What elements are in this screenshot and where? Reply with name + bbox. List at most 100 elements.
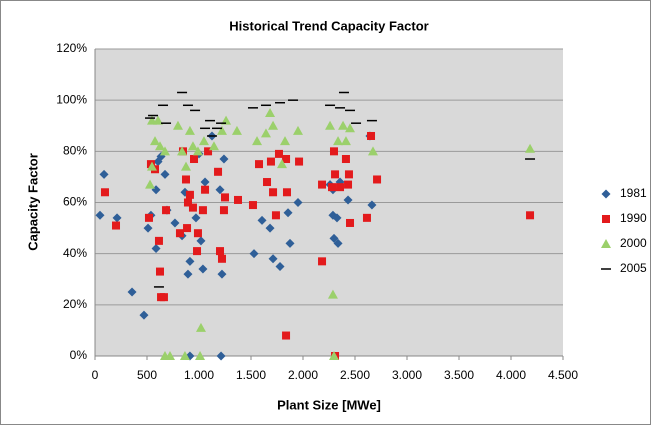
y-axis-label: Capacity Factor (25, 153, 40, 251)
legend-label: 1981 (620, 186, 647, 200)
point (217, 269, 227, 279)
x-tick-label: 2.000 (288, 368, 318, 382)
point (193, 247, 202, 256)
point (159, 293, 168, 302)
point (181, 161, 191, 171)
x-tick-label: 2.500 (340, 368, 370, 382)
point (170, 218, 180, 228)
point (255, 160, 264, 169)
point (333, 238, 343, 248)
point (525, 143, 536, 153)
point (263, 178, 272, 187)
point (217, 254, 226, 263)
x-tick-label: 500 (137, 368, 157, 382)
legend-marker (602, 215, 610, 223)
point (182, 175, 190, 184)
point (216, 351, 226, 361)
point (325, 120, 336, 130)
point (200, 177, 210, 187)
x-tick-label: 4.500 (548, 368, 578, 382)
point (208, 141, 219, 151)
point (99, 169, 109, 179)
point (144, 213, 153, 222)
point (333, 136, 344, 146)
point (172, 120, 183, 130)
point (282, 188, 291, 197)
point (164, 351, 175, 360)
point (146, 161, 157, 171)
point (327, 289, 338, 299)
point (159, 146, 170, 156)
point (341, 155, 350, 164)
point (367, 146, 378, 156)
legend-label: 2005 (620, 261, 647, 275)
point (201, 185, 210, 194)
point (190, 155, 199, 164)
point (100, 188, 109, 197)
point (269, 188, 278, 197)
point (154, 236, 163, 245)
point (183, 198, 192, 207)
point (185, 190, 194, 199)
point (198, 206, 207, 215)
point (112, 213, 122, 223)
y-tick-label: 20% (63, 297, 87, 311)
point (257, 215, 267, 225)
point (150, 136, 161, 146)
chart-title: Historical Trend Capacity Factor (229, 18, 428, 33)
point (216, 125, 227, 135)
point (198, 264, 208, 274)
point (191, 213, 201, 223)
point (329, 147, 338, 156)
y-tick-label: 80% (63, 144, 87, 158)
point (231, 125, 242, 135)
point (204, 147, 213, 156)
legend-label: 2000 (620, 236, 647, 250)
point (198, 136, 209, 146)
point (260, 128, 271, 138)
point (139, 310, 149, 320)
point (265, 107, 276, 117)
point (249, 249, 259, 259)
point (127, 287, 137, 297)
point (193, 229, 202, 238)
y-tick-label: 40% (63, 246, 87, 260)
point (188, 203, 197, 212)
point (196, 236, 206, 246)
point (318, 180, 327, 189)
point (214, 167, 223, 176)
point (162, 206, 171, 215)
point (268, 254, 278, 264)
x-tick-label: 1.000 (184, 368, 214, 382)
point (175, 229, 184, 238)
x-tick-label: 0 (92, 368, 99, 382)
point (234, 195, 242, 204)
point (275, 261, 285, 271)
point (155, 141, 165, 151)
point (265, 223, 275, 233)
point (285, 238, 295, 248)
x-axis-label: Plant Size [MWe] (277, 397, 381, 412)
point (216, 247, 225, 256)
x-tick-label: 3.500 (444, 368, 474, 382)
y-tick-label: 120% (56, 41, 87, 55)
point (153, 115, 164, 125)
legend-marker (601, 189, 611, 199)
point (95, 210, 105, 220)
point (195, 322, 206, 332)
point (282, 155, 291, 164)
point (338, 120, 349, 130)
point (151, 244, 161, 254)
point (185, 256, 195, 266)
legend-marker (601, 239, 611, 248)
point (112, 221, 121, 230)
point (344, 170, 353, 179)
point (318, 257, 327, 266)
point (346, 218, 355, 227)
point (268, 120, 279, 130)
point (328, 351, 339, 360)
point (215, 185, 225, 195)
x-tick-label: 1.500 (236, 368, 266, 382)
point (266, 157, 275, 166)
